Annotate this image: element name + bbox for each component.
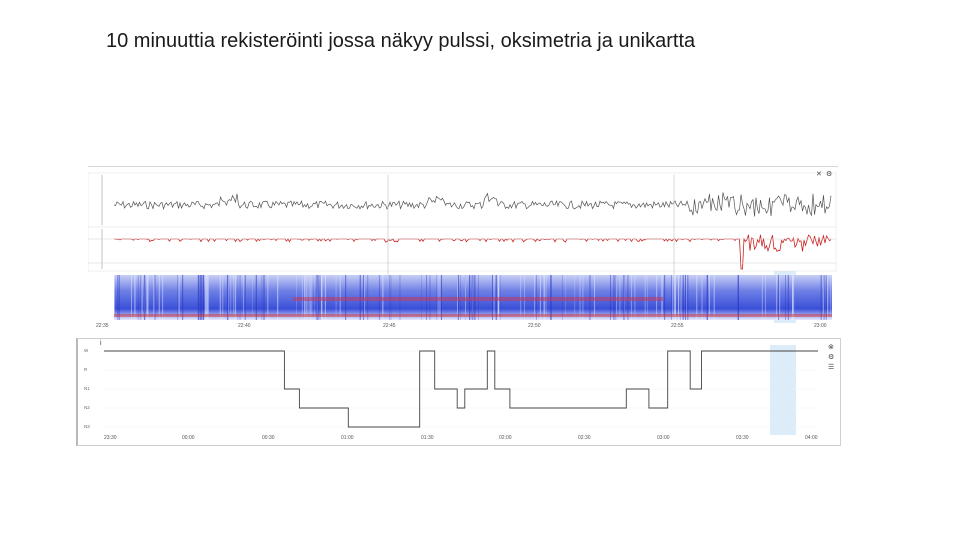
settings-icon[interactable]: ☰	[828, 364, 834, 371]
time-tick: 01:00	[341, 435, 354, 441]
signal-panel-svg: ✕ ⚙ 22:35 22:40 22:45 22:50 22:55 23:00	[87, 170, 837, 329]
pulse-track	[87, 172, 837, 228]
stage-label: N1	[84, 386, 90, 391]
time-tick: 23:00	[814, 323, 827, 329]
time-tick: 22:50	[528, 323, 541, 329]
time-tick: 00:30	[262, 435, 275, 441]
stage-label: N2	[84, 405, 90, 410]
oximetry-track	[87, 226, 837, 272]
hypnogram-trace	[104, 350, 818, 428]
hypnogram-time-axis: 23:30 00:00 00:30 01:00 01:30 02:00 02:3…	[104, 435, 818, 441]
stage-axis: W R N1 N2 N3	[84, 348, 90, 429]
time-axis: 22:35 22:40 22:45 22:50 22:55 23:00	[96, 323, 827, 329]
hypnogram-highlight	[770, 345, 796, 435]
signal-panel: ✕ ⚙ 22:35 22:40 22:45 22:50 22:55 23:00	[87, 166, 838, 329]
time-tick: 22:35	[96, 323, 109, 329]
hypnogram-panel: W R N1 N2 N3 23:30 00:00 00:30 01:00 01:…	[76, 338, 841, 446]
time-tick: 02:30	[578, 435, 591, 441]
gear-icon[interactable]: ⚙	[826, 170, 832, 178]
time-tick: 03:30	[736, 435, 749, 441]
time-tick: 23:30	[104, 435, 117, 441]
spectrogram-marks	[113, 275, 832, 320]
time-tick: 22:45	[383, 323, 396, 329]
time-tick: 02:00	[499, 435, 512, 441]
time-tick: 03:00	[657, 435, 670, 441]
stage-label: R	[84, 367, 88, 372]
time-tick: 01:30	[421, 435, 434, 441]
hypnogram-svg: W R N1 N2 N3 23:30 00:00 00:30 01:00 01:…	[84, 340, 834, 441]
close-icon[interactable]: ⊗	[828, 344, 834, 351]
time-tick: 22:55	[671, 323, 684, 329]
stage-label: N3	[84, 424, 90, 429]
panel-marker-icon: i	[100, 340, 102, 347]
time-tick: 04:00	[805, 435, 818, 441]
stage-label: W	[84, 348, 89, 353]
time-tick: 22:40	[238, 323, 251, 329]
time-tick: 00:00	[182, 435, 195, 441]
close-icon[interactable]: ✕	[816, 171, 822, 178]
pulse-trace	[113, 192, 832, 217]
gear-icon[interactable]: ⚙	[828, 353, 834, 361]
slide-title: 10 minuuttia rekisteröinti jossa näkyy p…	[106, 30, 696, 52]
